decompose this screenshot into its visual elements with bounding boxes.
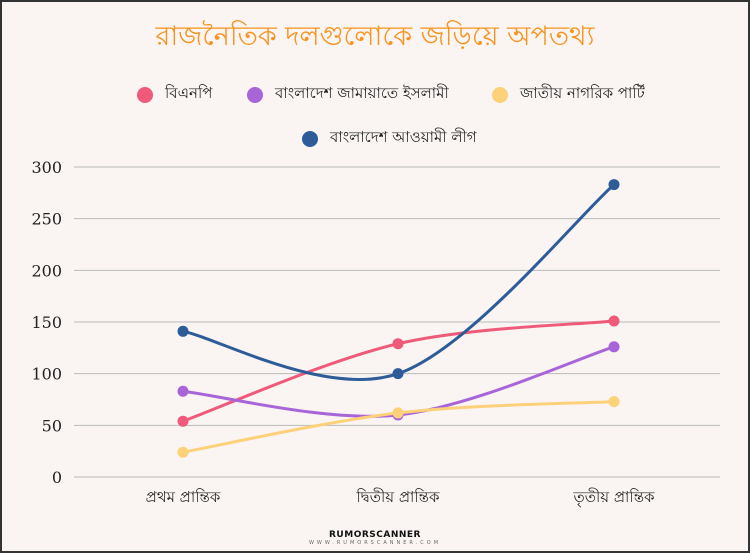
brand-site: WWW.RUMORSCANNER.COM xyxy=(308,540,442,546)
data-point xyxy=(177,446,189,458)
y-tick-label: 250 xyxy=(31,210,62,229)
data-point xyxy=(177,385,189,397)
legend-swatch xyxy=(302,130,318,147)
x-tick-label: তৃতীয় প্রান্তিক xyxy=(572,488,655,507)
data-point xyxy=(608,341,620,353)
series-line xyxy=(182,183,615,381)
data-point xyxy=(392,368,404,380)
legend-label: বিএনপি xyxy=(165,84,213,102)
legend-item-bnp: বিএনপি xyxy=(137,82,212,107)
y-tick-label: 300 xyxy=(31,158,62,177)
legend-item-awami: বাংলাদেশ আওয়ামী লীগ xyxy=(302,126,477,151)
footer: RUMORSCANNER WWW.RUMORSCANNER.COM xyxy=(2,530,748,546)
legend-label: বাংলাদেশ জামায়াতে ইসলামী xyxy=(275,84,449,102)
y-tick-label: 0 xyxy=(52,468,62,487)
data-point xyxy=(177,415,189,427)
brand-logo: RUMORSCANNER xyxy=(329,530,421,540)
y-tick-label: 200 xyxy=(31,261,62,280)
legend-swatch xyxy=(247,86,263,103)
data-point xyxy=(392,407,404,419)
legend-swatch xyxy=(492,86,508,103)
x-tick-label: দ্বিতীয় প্রান্তিক xyxy=(355,488,440,506)
y-tick-label: 100 xyxy=(31,365,62,384)
legend-label: বাংলাদেশ আওয়ামী লীগ xyxy=(330,128,477,146)
data-point xyxy=(608,396,620,408)
y-tick-label: 50 xyxy=(42,416,62,435)
chart-title: রাজনৈতিক দলগুলোকে জড়িয়ে অপতথ্য xyxy=(155,21,595,52)
legend-swatch xyxy=(137,86,153,103)
legend-item-jamaat: বাংলাদেশ জামায়াতে ইসলামী xyxy=(247,82,449,107)
y-tick-label: 150 xyxy=(31,313,62,332)
legend-item-ncp: জাতীয় নাগরিক পার্টি xyxy=(492,82,645,107)
legend-label: জাতীয় নাগরিক পার্টি xyxy=(520,84,645,102)
data-point xyxy=(392,338,404,350)
series-line xyxy=(182,345,615,418)
data-point xyxy=(608,315,620,327)
x-tick-label: প্রথম প্রান্তিক xyxy=(146,488,221,506)
data-point xyxy=(608,179,620,191)
data-point xyxy=(177,325,189,337)
